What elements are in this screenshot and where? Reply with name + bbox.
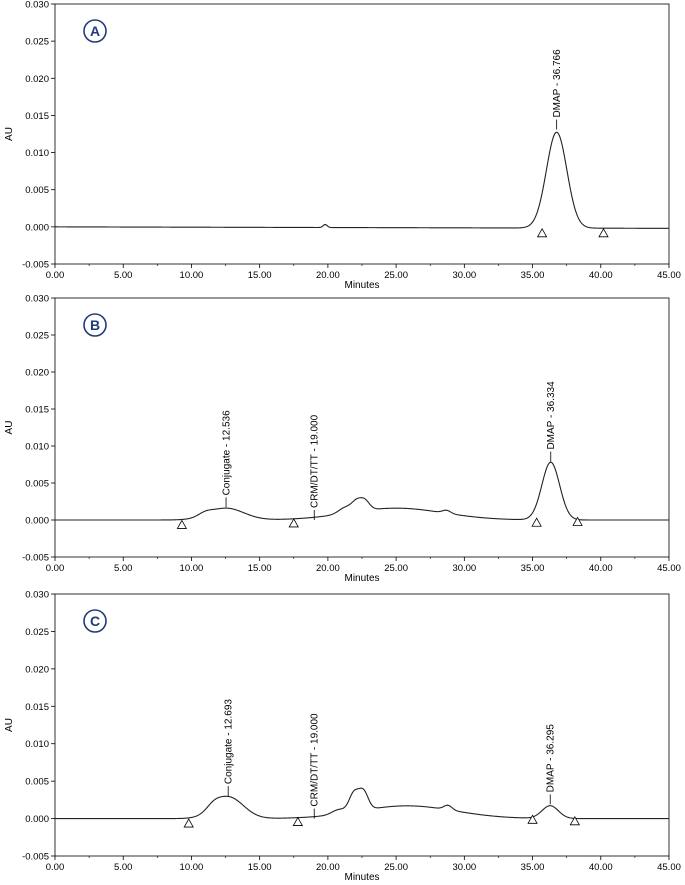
y-tick-label: 0.010 <box>25 442 49 453</box>
x-tick-label: 25.00 <box>384 563 408 574</box>
x-tick-label: 5.00 <box>114 862 133 873</box>
x-tick-label: 10.00 <box>180 270 204 281</box>
integration-marker <box>527 814 538 824</box>
panel-label: B <box>90 317 100 333</box>
x-tick-label: 30.00 <box>452 270 476 281</box>
y-axis-label: AU <box>4 718 15 732</box>
integration-marker <box>598 227 609 238</box>
x-tick-label: 10.00 <box>180 862 204 873</box>
x-tick-label: 25.00 <box>384 270 408 281</box>
integration-marker <box>292 816 304 826</box>
x-tick-label: 15.00 <box>248 270 272 281</box>
x-tick-label: 35.00 <box>521 563 545 574</box>
chart-panel: -0.005 0.000 0.005 0.010 0.015 0.020 0.025 0.03… <box>4 294 681 585</box>
y-tick-label: 0.015 <box>25 702 49 713</box>
peak-annotation: CRM/DT/TT - 19.000 <box>310 414 321 508</box>
panel-badge <box>83 19 107 43</box>
x-tick-label: 45.00 <box>657 862 681 873</box>
chromatogram-trace <box>55 787 669 820</box>
chart-panel: -0.005 0.000 0.005 0.010 0.015 0.020 0.025 0.03… <box>4 0 681 291</box>
y-tick-label: 0.000 <box>25 222 49 233</box>
x-tick-label: 45.00 <box>657 270 681 281</box>
peak-annotation: Conjugate - 12.536 <box>222 410 233 496</box>
x-tick-label: 40.00 <box>589 563 613 574</box>
x-tick-label: 5.00 <box>114 563 133 574</box>
integration-marker <box>569 816 581 826</box>
y-tick-label: 0.000 <box>25 516 49 527</box>
peak-annotation: DMAP - 36.766 <box>552 49 563 118</box>
plot-frame <box>54 593 670 857</box>
x-tick-label: 15.00 <box>248 563 272 574</box>
x-tick-label: 25.00 <box>384 862 408 873</box>
plot-frame <box>54 3 670 265</box>
y-tick-label: -0.005 <box>22 852 49 863</box>
y-tick-label: 0.010 <box>25 148 49 159</box>
y-axis-label: AU <box>4 421 15 435</box>
x-tick-label: 30.00 <box>452 563 476 574</box>
y-axis-label: AU <box>4 127 15 141</box>
panel-label: A <box>90 23 100 39</box>
x-tick-label: 10.00 <box>180 563 204 574</box>
y-tick-label: 0.005 <box>25 185 49 196</box>
integration-marker <box>176 519 188 529</box>
x-tick-label: 0.00 <box>46 862 65 873</box>
integration-marker <box>572 516 583 526</box>
y-tick-label: -0.005 <box>22 553 49 564</box>
peak-annotation: Conjugate - 12.693 <box>224 699 235 785</box>
x-tick-label: 20.00 <box>316 862 340 873</box>
x-axis-label: Minutes <box>344 872 379 883</box>
integration-marker <box>531 517 542 527</box>
y-tick-label: 0.000 <box>25 814 49 825</box>
x-tick-label: 20.00 <box>316 563 340 574</box>
panel-badge <box>83 313 107 337</box>
y-tick-label: 0.025 <box>25 627 49 638</box>
x-tick-label: 45.00 <box>657 563 681 574</box>
x-axis-label: Minutes <box>344 280 379 291</box>
peak-annotation: DMAP - 36.295 <box>546 724 557 793</box>
peak-annotation: CRM/DT/TT - 19.000 <box>310 713 321 807</box>
y-tick-label: 0.020 <box>25 368 49 379</box>
y-tick-label: -0.005 <box>22 260 49 271</box>
x-tick-label: 0.00 <box>46 270 65 281</box>
chromatogram-trace <box>55 461 669 521</box>
y-tick-label: 0.015 <box>25 111 49 122</box>
y-tick-label: 0.015 <box>25 405 49 416</box>
y-tick-label: 0.020 <box>25 664 49 675</box>
chromatogram-trace <box>55 131 669 229</box>
y-tick-label: 0.020 <box>25 74 49 85</box>
x-axis-label: Minutes <box>344 573 379 584</box>
x-tick-label: 0.00 <box>46 563 65 574</box>
chart-panel: -0.005 0.000 0.005 0.010 0.015 0.020 0.025 0.03… <box>4 590 681 884</box>
x-tick-label: 40.00 <box>589 862 613 873</box>
x-tick-label: 35.00 <box>521 270 545 281</box>
x-tick-label: 5.00 <box>114 270 133 281</box>
y-tick-label: 0.030 <box>25 294 49 305</box>
integration-marker <box>183 818 194 828</box>
x-tick-label: 20.00 <box>316 270 340 281</box>
panel-label: C <box>90 613 100 629</box>
integration-marker <box>536 227 548 238</box>
y-tick-label: 0.030 <box>25 0 49 11</box>
x-tick-label: 30.00 <box>452 862 476 873</box>
y-tick-label: 0.010 <box>25 739 49 750</box>
y-tick-label: 0.025 <box>25 331 49 342</box>
panel-badge <box>83 609 107 633</box>
x-tick-label: 40.00 <box>589 270 613 281</box>
peak-annotation: DMAP - 36.334 <box>546 381 557 450</box>
y-tick-label: 0.005 <box>25 479 49 490</box>
x-tick-label: 35.00 <box>521 862 545 873</box>
y-tick-label: 0.025 <box>25 37 49 48</box>
y-tick-label: 0.005 <box>25 777 49 788</box>
integration-marker <box>288 518 299 528</box>
x-tick-label: 15.00 <box>248 862 272 873</box>
y-tick-label: 0.030 <box>25 590 49 601</box>
